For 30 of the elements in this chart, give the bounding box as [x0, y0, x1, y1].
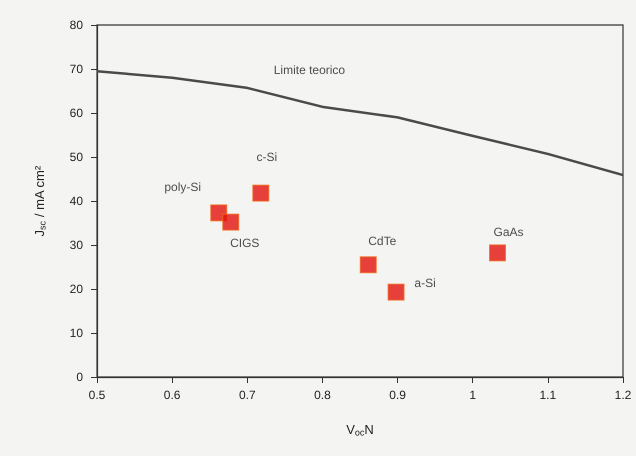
y-tick-label: 10 — [70, 326, 84, 340]
y-tick-label: 30 — [70, 238, 84, 252]
x-tick-label: 0.7 — [238, 388, 256, 402]
annotation: Limite teorico — [274, 62, 346, 77]
point — [360, 256, 377, 274]
x-tick-label: 1.1 — [540, 388, 557, 402]
annotation: CdTe — [368, 234, 397, 248]
y-axis-title: Jsc / mA cm² — [32, 165, 48, 237]
y-tick-label: 80 — [70, 18, 84, 32]
y-tick-label: 70 — [70, 62, 84, 76]
x-tick-label: 0.6 — [164, 388, 181, 402]
y-tick-label: 50 — [70, 150, 84, 164]
x-tick-label: 0.5 — [88, 388, 106, 402]
x-tick-label: 0.8 — [314, 388, 332, 402]
annotation: CIGS — [230, 236, 260, 250]
point — [388, 284, 405, 301]
point — [252, 184, 270, 202]
x-tick-label: 1.2 — [614, 388, 632, 402]
y-tick-label: 20 — [70, 282, 84, 296]
annotation: GaAs — [494, 224, 524, 239]
annotation: a-Si — [414, 276, 436, 290]
point — [489, 244, 506, 262]
y-tick-label: 40 — [70, 194, 84, 208]
annotation: c-Si — [256, 150, 278, 164]
point — [222, 214, 240, 231]
x-tick-label: 1 — [469, 388, 476, 402]
annotation: poly-Si — [164, 180, 202, 194]
x-tick-label: 0.9 — [389, 388, 406, 402]
y-tick-label: 60 — [70, 106, 84, 120]
y-tick-label: 0 — [76, 370, 84, 384]
